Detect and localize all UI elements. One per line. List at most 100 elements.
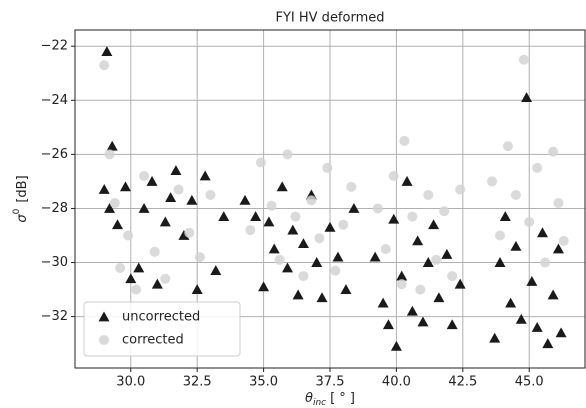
point bbox=[441, 248, 453, 259]
point bbox=[433, 292, 445, 303]
point bbox=[548, 146, 559, 157]
point bbox=[446, 319, 458, 330]
point bbox=[487, 176, 498, 187]
point bbox=[330, 265, 341, 276]
point bbox=[526, 275, 538, 286]
x-tick-label: 30.0 bbox=[116, 375, 145, 390]
point bbox=[322, 162, 333, 173]
point bbox=[396, 279, 407, 290]
point bbox=[532, 162, 543, 173]
point bbox=[151, 278, 163, 289]
point bbox=[178, 230, 190, 240]
legend-box bbox=[83, 301, 241, 357]
point bbox=[431, 254, 442, 265]
point bbox=[274, 254, 285, 265]
point bbox=[406, 305, 418, 316]
point bbox=[160, 273, 171, 284]
point bbox=[499, 211, 511, 221]
point bbox=[165, 192, 177, 203]
x-tick-label: 45.0 bbox=[515, 375, 544, 390]
point bbox=[133, 262, 145, 273]
y-tick-label: −22 bbox=[41, 39, 68, 54]
point bbox=[348, 202, 360, 213]
point bbox=[98, 184, 110, 194]
point bbox=[510, 189, 521, 200]
y-axis-label: σ0 [dB] bbox=[12, 175, 30, 222]
point bbox=[106, 140, 118, 151]
point bbox=[422, 257, 434, 267]
point bbox=[510, 240, 522, 251]
point bbox=[266, 200, 277, 211]
point bbox=[489, 332, 501, 343]
point bbox=[292, 289, 304, 300]
x-tick-label: 32.5 bbox=[183, 375, 212, 390]
point bbox=[245, 225, 256, 236]
point bbox=[199, 170, 211, 181]
point bbox=[346, 181, 357, 192]
point bbox=[495, 230, 505, 241]
point bbox=[401, 175, 413, 186]
point bbox=[399, 135, 410, 146]
point bbox=[423, 189, 434, 200]
point bbox=[104, 202, 116, 213]
point bbox=[531, 321, 543, 332]
point bbox=[454, 278, 466, 289]
point bbox=[123, 230, 134, 241]
point bbox=[146, 175, 158, 186]
point bbox=[447, 271, 458, 282]
point bbox=[338, 219, 349, 230]
y-label-superscript: 0 bbox=[12, 208, 22, 214]
x-tick-label: 42.5 bbox=[448, 375, 477, 390]
point bbox=[149, 246, 160, 257]
point bbox=[324, 221, 336, 232]
y-tick-label: −24 bbox=[41, 93, 68, 108]
point bbox=[263, 216, 275, 227]
point bbox=[388, 171, 399, 182]
point bbox=[99, 60, 110, 71]
point bbox=[258, 281, 270, 292]
point bbox=[115, 262, 126, 273]
point bbox=[552, 243, 564, 254]
point bbox=[332, 251, 344, 262]
point bbox=[139, 171, 150, 182]
point bbox=[390, 340, 402, 351]
point bbox=[276, 181, 288, 192]
point bbox=[184, 227, 195, 238]
point bbox=[109, 198, 120, 209]
point bbox=[268, 243, 280, 254]
series-1 bbox=[99, 54, 569, 295]
x-label-subscript: inc bbox=[313, 398, 326, 408]
point bbox=[159, 216, 171, 227]
point bbox=[101, 46, 113, 57]
point bbox=[112, 219, 123, 230]
point bbox=[412, 235, 424, 246]
point bbox=[455, 184, 466, 195]
point bbox=[377, 297, 389, 308]
point bbox=[311, 257, 323, 267]
point bbox=[173, 184, 184, 195]
x-axis-label: θinc [ ° ] bbox=[305, 391, 355, 408]
point bbox=[415, 284, 426, 295]
y-label-unit: [dB] bbox=[15, 175, 30, 202]
point bbox=[553, 198, 564, 209]
legend-marker bbox=[99, 335, 109, 345]
point bbox=[382, 319, 394, 330]
point bbox=[540, 257, 551, 268]
point bbox=[104, 149, 115, 160]
y-tick-label: −26 bbox=[41, 147, 68, 162]
plot-frame bbox=[74, 29, 586, 369]
point bbox=[340, 284, 352, 294]
point bbox=[119, 181, 131, 192]
point bbox=[380, 244, 391, 255]
point bbox=[542, 338, 554, 349]
point bbox=[494, 257, 506, 267]
point bbox=[524, 216, 535, 227]
x-tick-label: 40.0 bbox=[382, 375, 411, 390]
point bbox=[515, 313, 527, 324]
point bbox=[282, 149, 293, 160]
chart-title: FYI HV deformed bbox=[276, 11, 385, 26]
series-0 bbox=[98, 46, 567, 351]
point bbox=[191, 284, 203, 294]
point bbox=[502, 141, 513, 152]
x-label-unit: [ ° ] bbox=[330, 391, 355, 406]
